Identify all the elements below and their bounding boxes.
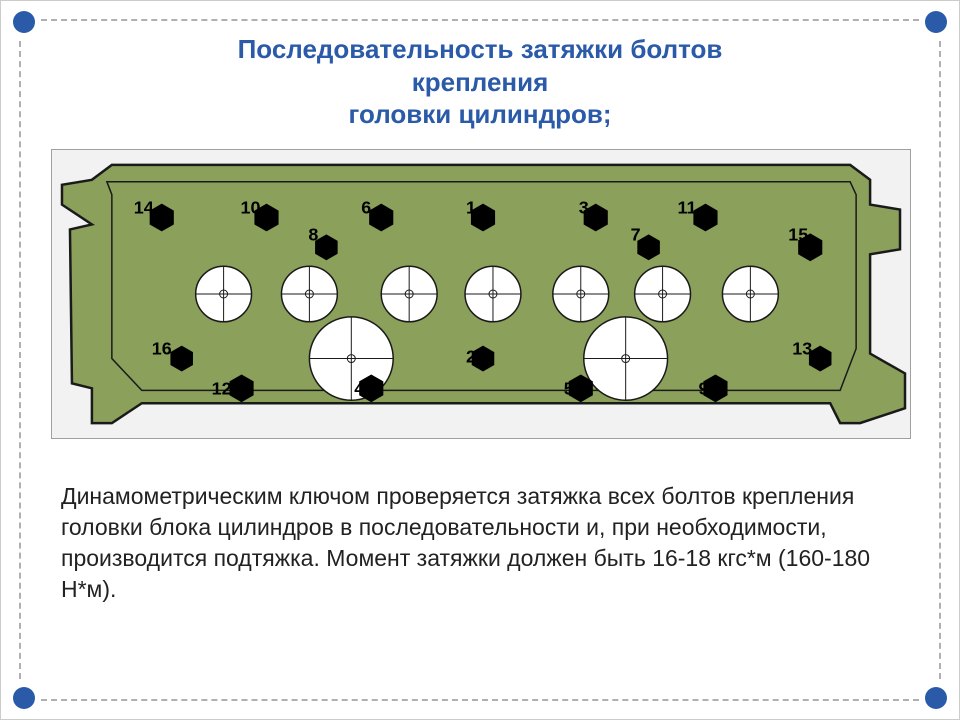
small-cylinder [381,266,437,322]
small-cylinder [722,266,778,322]
small-cylinder [635,266,691,322]
bolt-number: 9 [698,378,708,398]
small-cylinder [196,266,252,322]
border-dash-top [41,19,919,21]
border-dash-bottom [41,699,919,701]
bolt-number: 7 [631,224,641,244]
bolt-number: 8 [308,224,318,244]
diagram-svg: 14106131187151612425913 [52,150,910,438]
border-dash-left [19,41,21,679]
bolt-number: 4 [354,378,364,398]
corner-decoration-bl [13,687,35,709]
bolt-number: 2 [466,347,476,367]
bolt-number: 13 [792,339,812,359]
corner-decoration-tr [925,11,947,33]
slide: Последовательность затяжки болтовкреплен… [0,0,960,720]
bolt-number: 1 [466,198,476,218]
border-dash-right [939,41,941,679]
large-cylinder [584,317,668,400]
bolt-number: 6 [361,198,371,218]
bolt-number: 12 [212,378,232,398]
bolt-number: 15 [788,224,808,244]
title-line: головки цилиндров; [1,98,959,131]
title-line: Последовательность затяжки болтов [1,33,959,66]
slide-title: Последовательность затяжки болтовкреплен… [1,33,959,131]
corner-decoration-br [925,687,947,709]
bolt-number: 16 [152,339,172,359]
small-cylinder [553,266,609,322]
small-cylinder [281,266,337,322]
cylinder-head-diagram: 14106131187151612425913 [51,149,911,439]
description-text: Динамометрическим ключом проверяется зат… [61,481,899,605]
bolt-number: 5 [564,378,574,398]
bolt-number: 11 [678,198,697,218]
corner-decoration-tl [13,11,35,33]
bolt-number: 3 [579,198,589,218]
bolt-number: 10 [241,198,261,218]
title-line: крепления [1,66,959,99]
bolt-number: 14 [134,198,154,218]
small-cylinder [465,266,521,322]
